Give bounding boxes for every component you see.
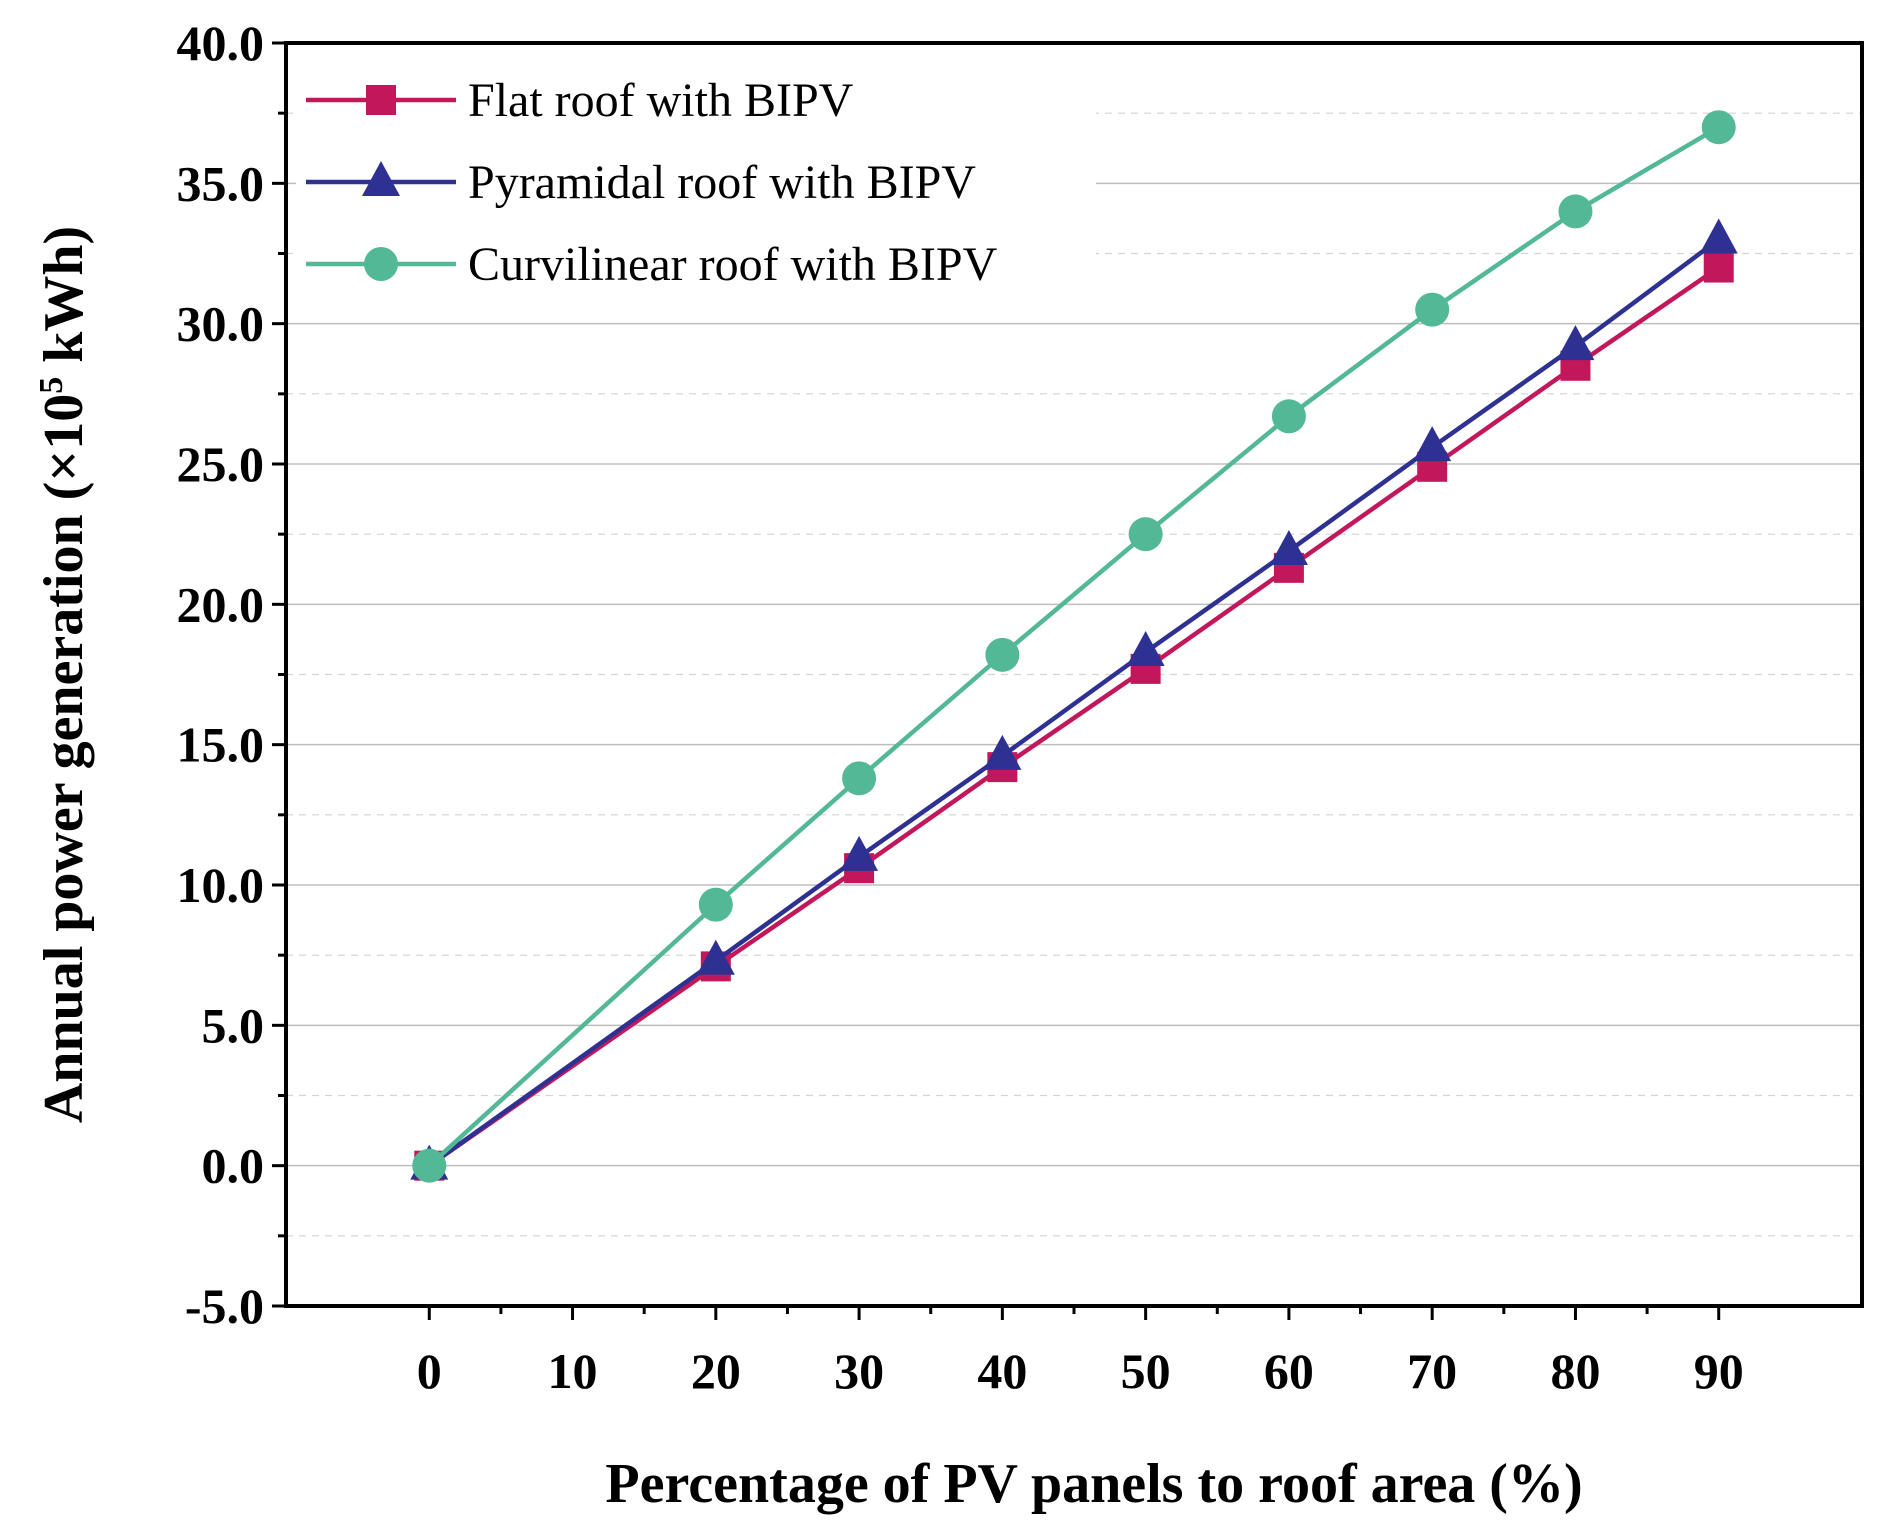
series-lines xyxy=(410,110,1738,1183)
y-tick-label: 5.0 xyxy=(202,997,265,1053)
x-tick-label: 60 xyxy=(1264,1343,1314,1399)
data-point xyxy=(1701,110,1736,145)
x-tick-label: 30 xyxy=(834,1343,884,1399)
x-tick-label: 50 xyxy=(1121,1343,1171,1399)
legend-label: Pyramidal roof with BIPV xyxy=(468,156,976,209)
x-tick-label: 80 xyxy=(1550,1343,1600,1399)
x-tick-label: 70 xyxy=(1407,1343,1457,1399)
legend: Flat roof with BIPV Pyramidal roof with B… xyxy=(296,60,1096,310)
x-axis-title: Percentage of PV panels to roof area (%) xyxy=(605,1453,1582,1515)
legend-item: Curvilinear roof with BIPV xyxy=(306,238,998,291)
y-axis-title-superscript: 5 xyxy=(33,377,70,394)
series-line xyxy=(427,237,1721,1168)
y-tick-label: 20.0 xyxy=(177,576,265,632)
data-point xyxy=(1558,194,1593,229)
legend-label: Flat roof with BIPV xyxy=(468,74,854,127)
legend-item: Pyramidal roof with BIPV xyxy=(306,156,976,209)
y-tick-label: -5.0 xyxy=(185,1278,264,1334)
y-axis-title-main: Annual power generation (×10 xyxy=(33,394,95,1123)
data-point xyxy=(696,939,735,975)
y-tick-label: 35.0 xyxy=(177,155,265,211)
data-point xyxy=(840,835,879,871)
series-line xyxy=(427,265,1720,1168)
data-point xyxy=(1413,426,1452,462)
data-point xyxy=(1703,252,1734,283)
data-point xyxy=(985,637,1020,672)
legend-marker xyxy=(366,85,396,115)
legend-marker xyxy=(364,247,398,281)
legend-item: Flat roof with BIPV xyxy=(306,74,854,127)
y-axis-title: Annual power generation (×105 kWh) xyxy=(33,226,95,1123)
legend-label: Curvilinear roof with BIPV xyxy=(468,238,998,291)
x-tick-label: 40 xyxy=(977,1343,1027,1399)
data-point xyxy=(1556,325,1595,361)
data-point xyxy=(698,887,733,922)
y-tick-label: 25.0 xyxy=(177,436,265,492)
series-square xyxy=(414,252,1734,1181)
plot-frame xyxy=(284,41,1864,1308)
x-tick-label: 10 xyxy=(548,1343,598,1399)
data-point xyxy=(1128,517,1163,552)
y-tick-label: 30.0 xyxy=(177,296,265,352)
y-axis-title-unit: kWh) xyxy=(33,226,95,377)
series-circle xyxy=(412,110,1736,1183)
data-point xyxy=(1126,631,1165,667)
data-point xyxy=(1269,530,1308,566)
data-point xyxy=(1699,218,1738,254)
x-tick-label: 20 xyxy=(691,1343,741,1399)
legend-marker xyxy=(362,161,400,196)
x-tick-label: 90 xyxy=(1694,1343,1744,1399)
axes: -5.0 0.0 5.0 10.0 15.0 20.0 25.0 30.0 35.0 40.0 0 1… xyxy=(177,15,1864,1399)
y-tick-label: 0.0 xyxy=(202,1138,265,1194)
data-point xyxy=(983,734,1022,770)
data-point xyxy=(1415,292,1450,327)
data-point xyxy=(1271,399,1306,434)
data-point xyxy=(842,761,877,796)
y-tick-label: 40.0 xyxy=(177,15,265,71)
y-tick-label: 10.0 xyxy=(177,857,265,913)
data-point xyxy=(412,1148,447,1183)
y-tick-label: 15.0 xyxy=(177,717,265,773)
series-triangle xyxy=(410,218,1738,1180)
x-tick-label: 0 xyxy=(417,1343,442,1399)
